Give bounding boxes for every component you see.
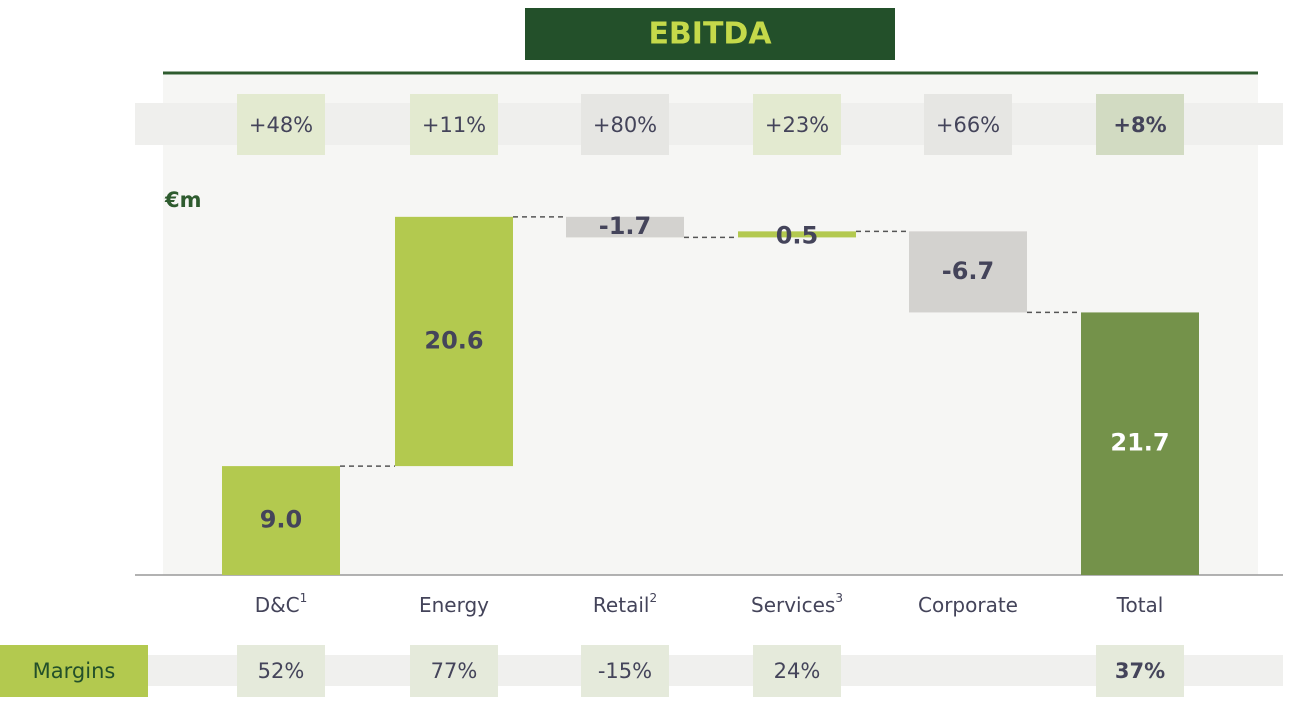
margin-cell	[1096, 645, 1184, 697]
category-superscript: 1	[300, 591, 308, 605]
margin-cell	[237, 645, 325, 697]
category-name: Total	[1116, 593, 1164, 617]
growth-label: +8%	[1113, 113, 1166, 137]
bar	[1081, 312, 1199, 575]
x-tick-label: D&C1	[255, 591, 308, 617]
margin-label: 24%	[774, 659, 821, 683]
growth-cell	[581, 94, 669, 155]
bar	[222, 466, 340, 575]
category-name: Retail	[593, 593, 650, 617]
margin-label: 77%	[431, 659, 478, 683]
margin-cell	[581, 645, 669, 697]
value-label: 20.6	[424, 326, 483, 354]
growth-label: +66%	[936, 113, 1000, 137]
margin-cell	[410, 645, 498, 697]
margins-title-box	[0, 645, 148, 697]
growth-label: +80%	[593, 113, 657, 137]
category-name: D&C	[255, 593, 300, 617]
growth-label: +48%	[249, 113, 313, 137]
bar	[738, 231, 856, 238]
margin-label: -15%	[598, 659, 652, 683]
plot-background	[163, 75, 1258, 575]
x-tick-label: Retail2	[593, 591, 657, 617]
growth-cell	[410, 94, 498, 155]
category-name: Corporate	[918, 593, 1018, 617]
x-tick-label: Corporate	[918, 593, 1018, 617]
margin-cell	[753, 645, 841, 697]
category-name: Services	[751, 593, 835, 617]
growth-cell	[924, 94, 1012, 155]
value-label: -1.7	[599, 212, 651, 240]
growth-cell	[237, 94, 325, 155]
chart-title: EBITDA	[648, 17, 772, 52]
category-superscript: 2	[649, 591, 657, 605]
value-label: 21.7	[1110, 429, 1169, 457]
x-tick-label: Energy	[419, 593, 489, 617]
margin-label: 37%	[1115, 659, 1165, 683]
margins-title: Margins	[33, 659, 116, 683]
value-label: 0.5	[776, 221, 819, 249]
growth-band	[135, 103, 1283, 145]
margin-label: 52%	[258, 659, 305, 683]
growth-cell	[753, 94, 841, 155]
title-box	[525, 8, 895, 60]
value-label: -6.7	[942, 257, 994, 285]
value-label: 9.0	[260, 506, 303, 534]
growth-cell	[1096, 94, 1184, 155]
growth-label: +23%	[765, 113, 829, 137]
unit-label: €m	[164, 188, 202, 212]
category-name: Energy	[419, 593, 489, 617]
bar	[909, 231, 1027, 313]
bar	[566, 216, 684, 238]
x-tick-label: Total	[1116, 593, 1164, 617]
bar	[395, 216, 513, 467]
category-superscript: 3	[835, 591, 843, 605]
x-tick-label: Services3	[751, 591, 843, 617]
growth-label: +11%	[422, 113, 486, 137]
